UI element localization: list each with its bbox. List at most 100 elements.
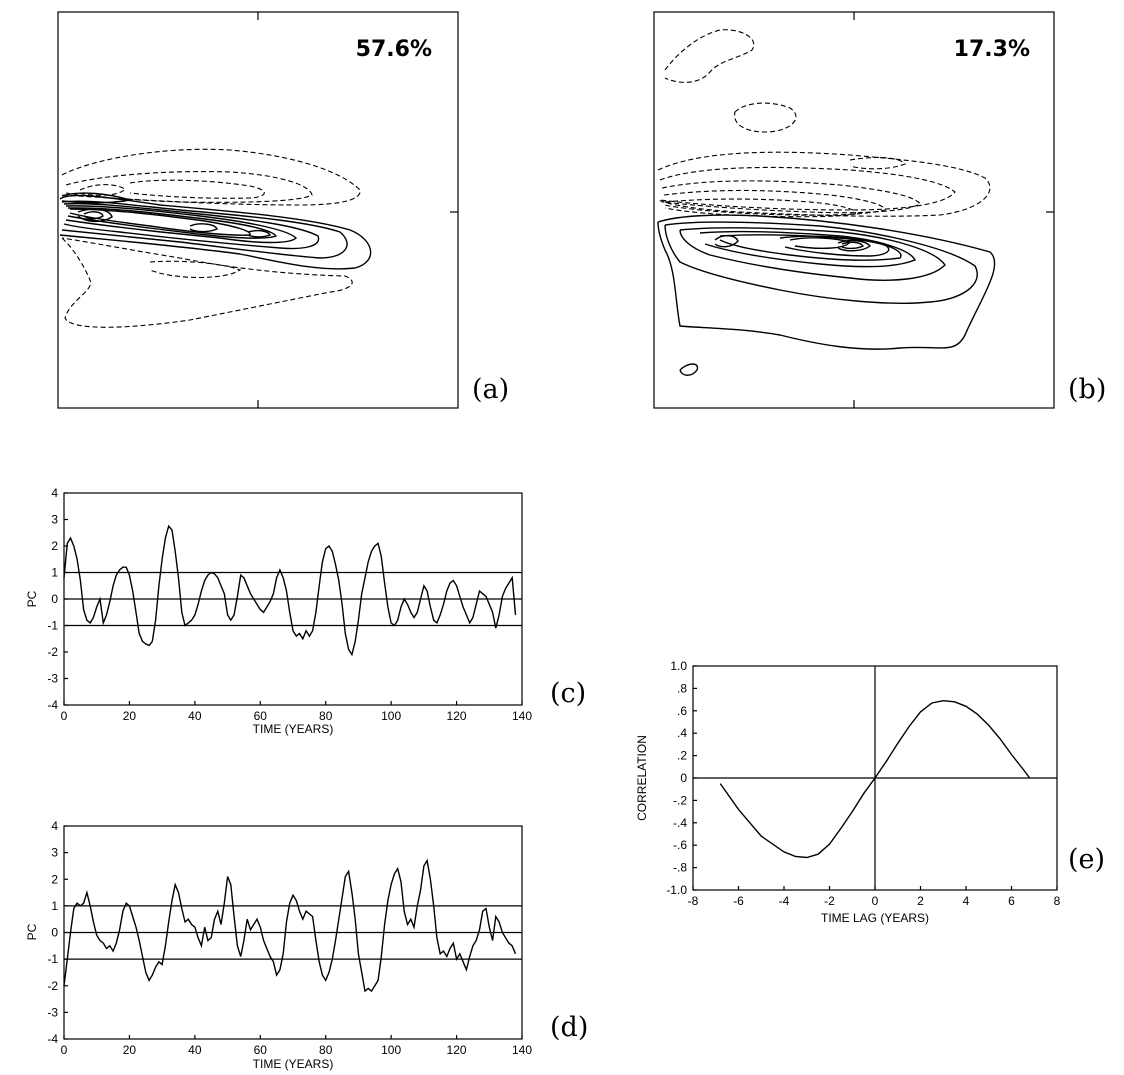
pos-contour: [83, 211, 104, 220]
y-tick-label: 3: [51, 846, 58, 860]
panel-b-variance: 17.3%: [954, 37, 1030, 62]
neg-contour: [129, 179, 265, 199]
panel-a-variance: 57.6%: [356, 37, 432, 62]
panel-c-y-axis-label: PC: [25, 590, 39, 607]
panel-d-series-line: [63, 858, 517, 993]
panel-d-x-axis-label: TIME (YEARS): [253, 1057, 334, 1071]
neg-contour: [734, 102, 797, 133]
panel-a-contours: [59, 148, 372, 328]
y-tick-label: 1: [51, 899, 58, 913]
neg-contour: [61, 237, 353, 328]
neg-contour: [849, 156, 906, 170]
pos-contour: [714, 234, 739, 248]
pos-contour: [59, 194, 372, 270]
y-tick-label: -3: [47, 1005, 58, 1019]
panel-d-y-ticks: 4 3 2 1 0 -1 -2 -3 -4: [47, 819, 68, 1046]
x-tick-label: 0: [872, 894, 879, 908]
x-tick-label: 100: [381, 709, 401, 723]
y-tick-label: .6: [677, 704, 687, 718]
neg-contour: [659, 166, 956, 211]
neg-contour: [149, 260, 242, 279]
y-tick-label: .8: [677, 681, 687, 695]
y-tick-label: 0: [51, 592, 58, 606]
x-tick-label: 4: [963, 894, 970, 908]
panel-d-x-ticks: 0 20 40 60 80 100 120 140: [61, 1035, 532, 1057]
pos-contour: [837, 239, 872, 252]
x-tick-label: 0: [61, 709, 68, 723]
x-tick-label: 60: [254, 709, 268, 723]
panel-e-y-ticks: 1.0 .8 .6 .4 .2 0 -.2 -.4 -.6 -.8 -1.0: [666, 659, 697, 897]
panel-d-reference-lines: [64, 905, 522, 960]
panel-a: 57.6% (a): [57, 11, 509, 409]
pos-contour: [65, 205, 297, 244]
y-tick-label: 4: [51, 486, 58, 500]
panel-e-series-line: [719, 699, 1031, 859]
x-tick-label: 20: [123, 1043, 137, 1057]
neg-contour: [664, 29, 755, 83]
y-tick-label: -.4: [673, 816, 687, 830]
panel-c-x-axis-label: TIME (YEARS): [253, 722, 334, 736]
y-tick-label: 4: [51, 819, 58, 833]
pos-contour: [247, 229, 271, 238]
panel-b: 17.3% (b): [653, 11, 1106, 409]
panel-e-label: (e): [1068, 844, 1105, 875]
panel-c-reference-lines: [64, 571, 522, 627]
panel-c-series-line: [63, 524, 517, 657]
neg-contour: [65, 171, 313, 203]
y-tick-label: 2: [51, 872, 58, 886]
x-tick-label: 100: [381, 1043, 401, 1057]
x-tick-label: -6: [733, 894, 744, 908]
x-tick-label: 120: [447, 709, 467, 723]
pos-contour: [67, 207, 278, 239]
x-tick-label: 120: [447, 1043, 467, 1057]
y-tick-label: 0: [680, 771, 687, 785]
y-tick-label: 2: [51, 539, 58, 553]
pos-contour: [63, 202, 320, 250]
pos-contour: [699, 230, 916, 268]
panel-a-label: (a): [472, 374, 509, 405]
x-tick-label: -4: [779, 894, 790, 908]
pos-contour: [841, 241, 865, 250]
panel-d-label: (d): [550, 1012, 588, 1043]
panel-b-contours: [657, 29, 996, 376]
panel-e: 1.0 .8 .6 .4 .2 0 -.2 -.4 -.6 -.8 -1.0 -8 -6 -4 -2 0 2 4…: [635, 659, 1105, 925]
neg-contour: [657, 151, 991, 217]
x-tick-label: -2: [824, 894, 835, 908]
x-tick-label: 40: [188, 709, 202, 723]
y-tick-label: 1.0: [670, 659, 687, 673]
y-tick-label: 3: [51, 513, 58, 527]
pos-contour: [679, 227, 946, 281]
y-tick-label: -1: [47, 619, 58, 633]
neg-contour: [661, 180, 921, 214]
panel-e-x-axis-label: TIME LAG (YEARS): [821, 911, 929, 925]
y-tick-label: -.6: [673, 838, 687, 852]
pos-contour: [779, 235, 890, 257]
pos-contour: [61, 200, 348, 259]
y-tick-label: -4: [47, 1032, 58, 1046]
pos-contour: [189, 223, 218, 233]
x-tick-label: 6: [1008, 894, 1015, 908]
panel-c-label: (c): [550, 678, 586, 709]
panel-c: 4 3 2 1 0 -1 -2 -3 -4 0 20 40 60 80 100 120 140 TIME (Y…: [25, 486, 586, 736]
x-tick-label: 140: [512, 709, 532, 723]
y-tick-label: -2: [47, 979, 58, 993]
panel-b-label: (b): [1068, 374, 1106, 405]
y-tick-label: 0: [51, 926, 58, 940]
y-tick-label: -2: [47, 645, 58, 659]
x-tick-label: 80: [319, 1043, 333, 1057]
panel-d: 4 3 2 1 0 -1 -2 -3 -4 0 20 40 60 80 100 120 140 TIME (Y…: [25, 819, 588, 1071]
y-tick-label: -3: [47, 672, 58, 686]
x-tick-label: -8: [688, 894, 699, 908]
x-tick-label: 140: [512, 1043, 532, 1057]
y-tick-label: .2: [677, 749, 687, 763]
panel-d-y-axis-label: PC: [25, 923, 39, 940]
x-tick-label: 8: [1054, 894, 1061, 908]
pos-contour: [61, 192, 131, 204]
neg-contour: [664, 198, 856, 218]
neg-contour: [663, 189, 886, 216]
x-tick-label: 60: [254, 1043, 268, 1057]
pos-contour: [679, 363, 699, 376]
y-tick-label: -.2: [673, 793, 687, 807]
panel-c-y-ticks: 4 3 2 1 0 -1 -2 -3 -4: [47, 486, 68, 712]
